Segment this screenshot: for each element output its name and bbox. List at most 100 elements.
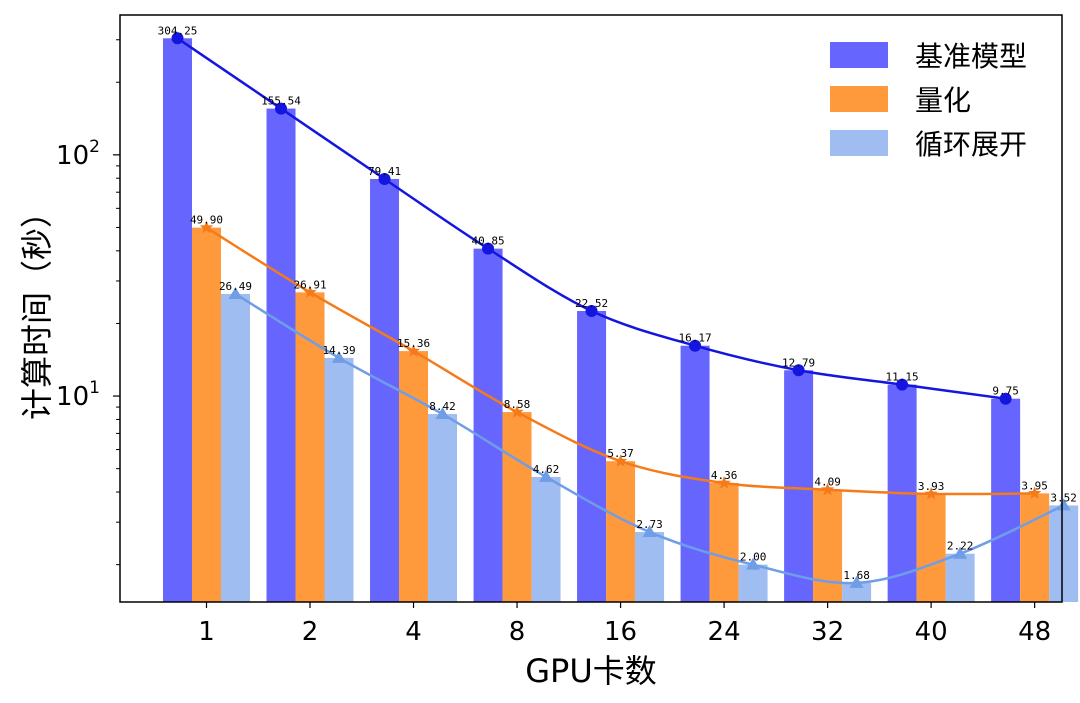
data-label-2-40: 3.93 (918, 480, 945, 493)
data-label-2-4: 15.36 (397, 337, 430, 350)
bar-2-2 (295, 292, 325, 602)
bar-3-32 (842, 582, 872, 602)
bar-2-16 (606, 461, 636, 602)
point-2-16 (613, 454, 628, 467)
data-label-3-2: 14.39 (322, 344, 355, 357)
y-tick-label-100: 102 (56, 137, 100, 171)
data-label-2-24: 4.36 (711, 469, 738, 482)
y-tick-label-10: 101 (56, 378, 100, 412)
data-labels: 304.25 155.54 79.41 40.85 22.52 16.17 12.79 11.… (158, 24, 1077, 582)
bar-3-16 (635, 532, 665, 602)
data-label-3-32: 1.68 (843, 569, 870, 582)
point-2-24 (717, 476, 731, 489)
bar-1-32 (784, 370, 814, 602)
data-label-1-32: 12.79 (782, 356, 815, 369)
bar-2-4 (399, 351, 429, 602)
data-label-1-8: 40.85 (471, 235, 504, 248)
legend-swatch-3 (830, 130, 888, 156)
point-1-4 (378, 172, 391, 185)
point-1-48 (999, 392, 1012, 405)
data-label-2-8: 8.58 (504, 398, 531, 411)
point-2-2 (303, 285, 317, 298)
series-line-1 (176, 37, 1006, 400)
data-label-3-1: 26.49 (219, 280, 252, 293)
legend-label-1: 基准模型 (915, 40, 1027, 73)
bar-1-8 (473, 248, 503, 602)
data-label-1-1: 304.25 (158, 24, 198, 37)
data-label-1-2: 155.54 (261, 95, 301, 108)
legend-label-3: 循环展开 (915, 128, 1027, 161)
data-label-3-48: 3.52 (1050, 491, 1077, 504)
bar-1-1 (163, 38, 192, 602)
data-label-1-40: 11.15 (886, 371, 919, 384)
point-2-40 (924, 486, 938, 500)
bar-3-4 (428, 414, 458, 602)
point-3-8 (539, 469, 554, 482)
plot-frame (119, 14, 1063, 603)
bar-2-32 (813, 489, 843, 602)
x-tick-label-24: 24 (708, 617, 741, 647)
bars (163, 38, 1079, 603)
point-3-16 (642, 525, 657, 538)
legend-swatch-2 (830, 86, 888, 112)
data-label-1-16: 22.52 (575, 297, 608, 310)
bar-1-48 (991, 398, 1021, 602)
data-label-2-16: 5.37 (607, 447, 634, 460)
bar-3-48 (1049, 505, 1079, 602)
data-label-3-40: 2.22 (947, 540, 974, 553)
legend-swatch-1 (830, 42, 888, 68)
point-2-1 (199, 220, 214, 234)
x-axis-title: GPU卡数 (525, 652, 657, 690)
data-label-1-4: 79.41 (368, 165, 401, 178)
x-tick-label-40: 40 (915, 617, 948, 647)
point-1-1 (171, 32, 184, 45)
point-2-4 (406, 344, 421, 357)
point-1-40 (896, 378, 909, 391)
data-label-2-1: 49.90 (190, 214, 223, 227)
point-3-1 (228, 286, 243, 299)
bar-3-2 (324, 357, 354, 602)
point-3-24 (746, 557, 761, 570)
point-1-16 (585, 305, 598, 318)
data-label-2-48: 3.95 (1021, 479, 1048, 492)
bar-2-8 (502, 412, 532, 602)
point-1-8 (482, 242, 495, 255)
point-3-4 (435, 407, 450, 420)
data-label-1-48: 9.75 (992, 385, 1019, 398)
bar-3-40 (945, 553, 975, 602)
bar-2-48 (1020, 493, 1050, 602)
point-2-32 (820, 482, 835, 496)
data-label-3-4: 8.42 (429, 400, 456, 413)
trend-lines (171, 32, 1071, 588)
bar-3-24 (738, 564, 768, 602)
point-3-40 (953, 546, 968, 559)
point-1-24 (689, 339, 702, 352)
data-label-3-16: 2.73 (636, 518, 663, 531)
data-label-3-24: 2.00 (740, 551, 767, 564)
y-axis-title: 计算时间（秒） (18, 196, 56, 420)
data-label-2-32: 4.09 (814, 476, 841, 489)
point-3-32 (849, 575, 864, 588)
bar-3-8 (531, 476, 561, 602)
bar-2-40 (916, 493, 946, 602)
x-tick-label-8: 8 (509, 617, 526, 647)
data-label-1-24: 16.17 (679, 332, 712, 345)
bar-1-2 (266, 108, 296, 603)
bar-1-4 (370, 178, 400, 602)
point-3-48 (1056, 498, 1071, 511)
x-tick-label-48: 48 (1018, 617, 1051, 647)
x-tick-label-32: 32 (811, 617, 844, 647)
x-tick-label-2: 2 (302, 617, 319, 647)
x-tick-label-16: 16 (604, 617, 637, 647)
data-label-2-2: 26.91 (293, 278, 326, 291)
x-tick-label-1: 1 (198, 617, 215, 647)
point-2-48 (1028, 486, 1042, 499)
data-label-3-8: 4.62 (533, 463, 560, 476)
bar-3-1 (221, 293, 250, 602)
bar-2-24 (709, 483, 739, 602)
bar-1-24 (680, 345, 710, 602)
legend-label-2: 量化 (915, 84, 971, 117)
